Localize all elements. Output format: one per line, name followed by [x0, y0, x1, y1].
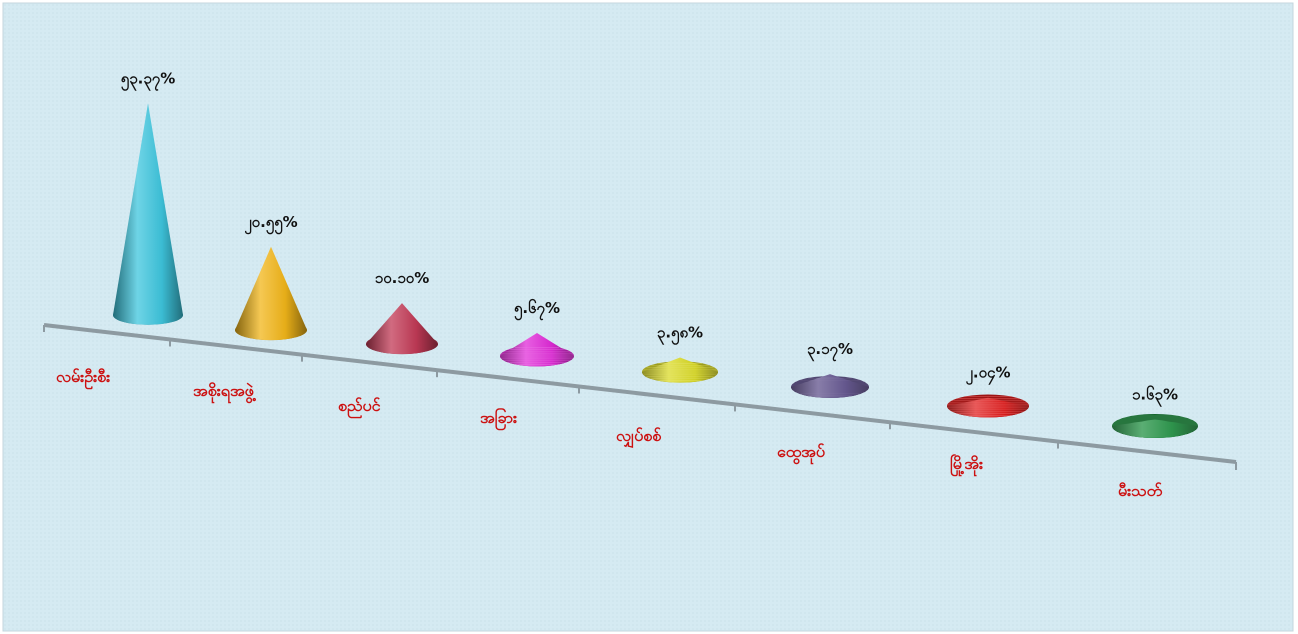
value-label: ၁၀.၁၀% [375, 269, 429, 287]
cone-body [113, 103, 183, 325]
category-label: ထွေအုပ် [777, 442, 826, 465]
value-label: ၅.၆၇% [514, 298, 560, 321]
category-label: လျှပ်စစ် [616, 426, 662, 449]
cone-mark [235, 246, 307, 341]
x-axis-line [43, 323, 1237, 464]
cone-body [235, 246, 307, 341]
cones-layer [113, 103, 1198, 439]
value-label: ၂၀.၅၅% [244, 213, 297, 235]
cone-mark [366, 303, 438, 355]
cone-mark [947, 394, 1029, 418]
axis-ticks [43, 325, 1237, 469]
category-label: လမ်းဦးစီး [56, 367, 110, 390]
cone-body [642, 357, 718, 383]
value-label: ၁.၆၃% [1132, 384, 1178, 407]
value-label: ၂.၀၄% [966, 364, 1011, 386]
category-label: မီးသတ် [1118, 481, 1164, 500]
cone-body [366, 303, 438, 355]
value-label: ၃.၅၈% [657, 324, 703, 346]
cone-mark [113, 103, 183, 325]
cone-mark [500, 333, 574, 367]
cone-mark [642, 357, 718, 383]
category-label: အစိုးရအဖွဲ့ [193, 381, 256, 404]
category-label: စည်ပင် [338, 396, 381, 419]
value-label: ၅၃.၃၇% [121, 69, 175, 91]
cone-mark [1112, 413, 1198, 439]
value-labels: ၅၃.၃၇% ၂၀.၅၅% ၁၀.၁၀% ၅.၆၇% ၃.၅၈% ၃.၁၇% ၂.၀၄% ၁.… [121, 69, 1178, 407]
category-labels: လမ်းဦးစီးအစိုးရအဖွဲ့စည်ပင်အခြားလျှပ်စစ်ထ… [56, 367, 1164, 500]
cone-mark [791, 374, 869, 398]
value-label: ၃.၁၇% [807, 340, 853, 362]
